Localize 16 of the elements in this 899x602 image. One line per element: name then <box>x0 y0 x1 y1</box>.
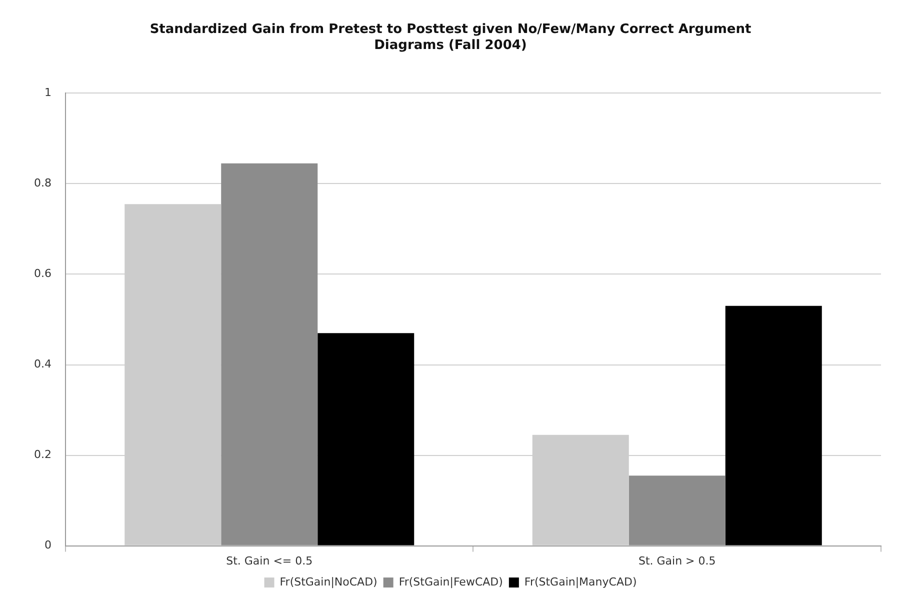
y-tick-label: 0.8 <box>34 176 52 190</box>
x-tick-label: St. Gain > 0.5 <box>638 554 716 568</box>
y-tick-label: 0.2 <box>34 448 52 462</box>
y-tick-label: 0 <box>44 538 52 552</box>
y-tick-label: 0.4 <box>34 358 52 371</box>
legend-label: Fr(StGain|FewCAD) <box>398 575 503 588</box>
chart-title: Standardized Gain from Pretest to Posttest given No/Few/Many Correct Argument Diagrams (Fall 2004) <box>150 22 752 53</box>
bar <box>725 306 822 546</box>
legend-label: Fr(StGain|ManyCAD) <box>524 575 637 588</box>
bar <box>318 333 414 546</box>
legend-label: Fr(StGain|NoCAD) <box>280 575 378 588</box>
y-tick-label: 0.6 <box>34 267 52 280</box>
bar <box>221 163 318 546</box>
x-tick-label: St. Gain <= 0.5 <box>226 554 313 568</box>
bar <box>628 476 726 546</box>
y-tick-label: 1 <box>44 86 52 100</box>
